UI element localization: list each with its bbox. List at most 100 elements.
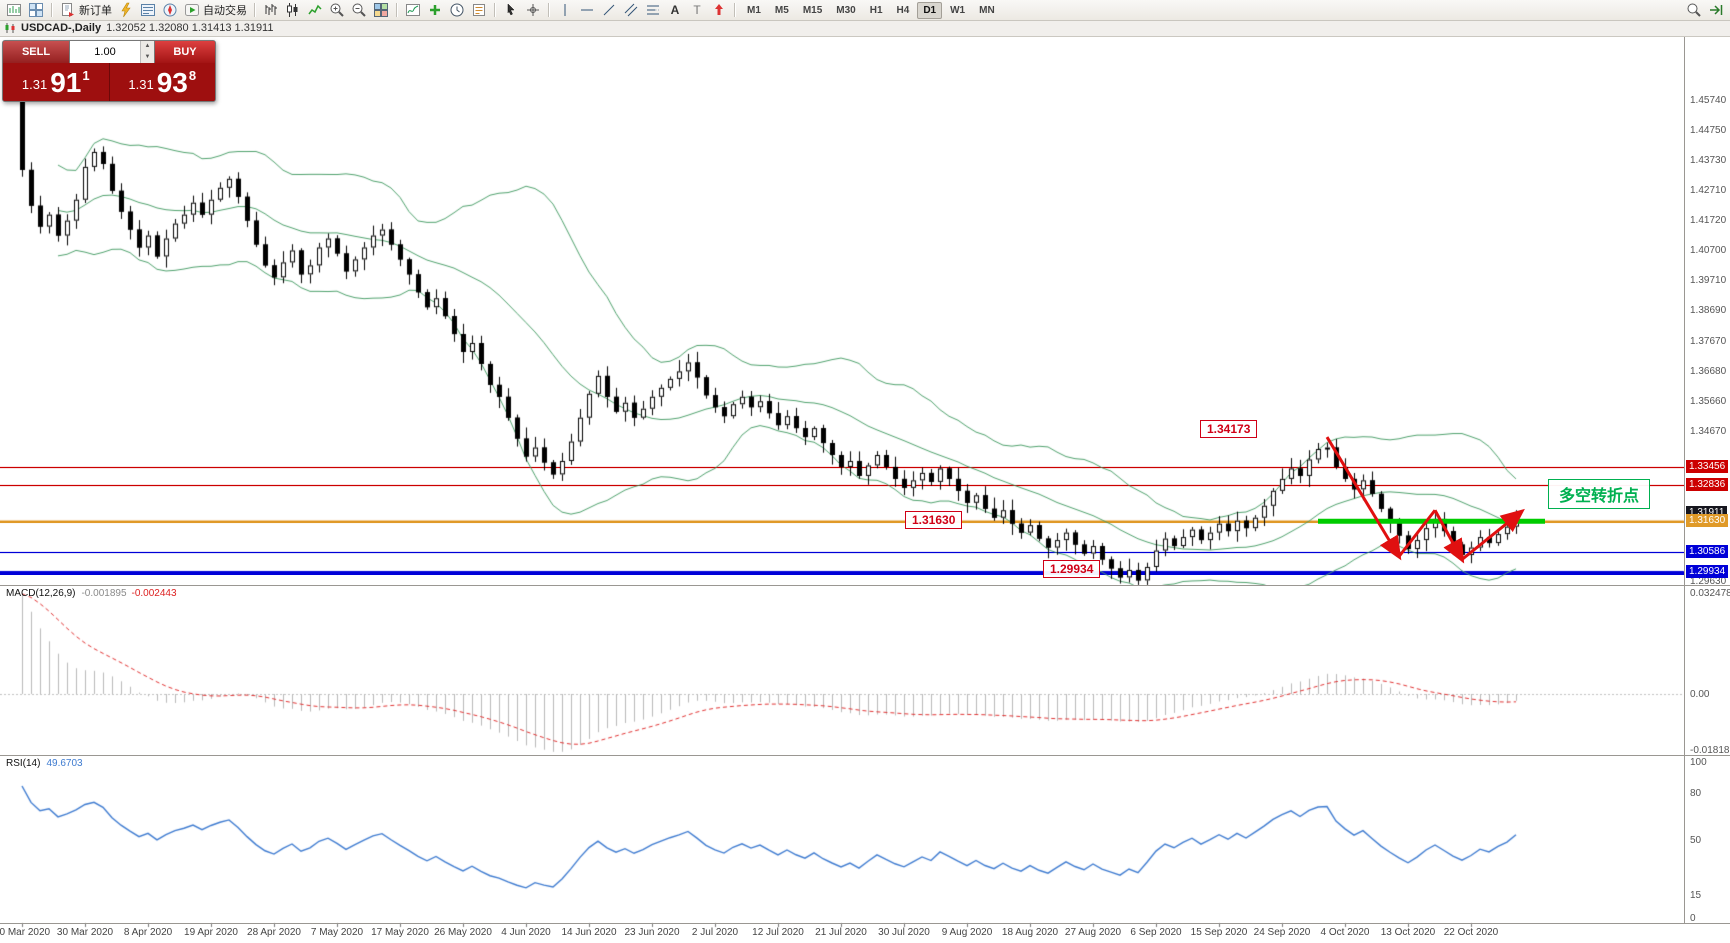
date-axis-label: 30 Jul 2020 [878, 927, 930, 938]
timeframe-mn[interactable]: MN [979, 4, 995, 16]
timeframe-m30[interactable]: M30 [836, 4, 856, 16]
chart-window-title: USDCAD-,Daily [21, 22, 102, 34]
new-chart-icon[interactable] [4, 1, 24, 19]
sell-price-pips: 91 [50, 67, 82, 98]
timeframe-d1[interactable]: D1 [917, 1, 943, 19]
chart-window-icon [5, 23, 15, 33]
lot-decrease-button[interactable]: ▼ [141, 52, 154, 63]
periods-icon[interactable] [447, 1, 467, 19]
trendline-icon[interactable] [599, 1, 619, 19]
toolbar-right-group [1683, 1, 1727, 19]
date-axis-label: 20 Mar 2020 [0, 927, 51, 938]
price-axis-label: 1.45740 [1690, 95, 1727, 106]
navigator-icon[interactable] [160, 1, 180, 19]
sell-price-main: 1.31 [21, 77, 48, 92]
price-axis-label: 1.34670 [1690, 425, 1727, 437]
toolbar-separator [396, 3, 398, 17]
zoom-in-icon[interactable] [327, 1, 347, 19]
annotation-turning-point-note[interactable]: 多空转折点 [1548, 479, 1651, 509]
label-icon[interactable]: T [687, 1, 707, 19]
price-axis-label: 1.38690 [1690, 305, 1727, 317]
buy-price-display[interactable]: 1.31 93 8 [110, 63, 216, 101]
date-axis-label: 21 Jul 2020 [815, 927, 867, 938]
candlestick-chart-icon[interactable] [283, 1, 303, 19]
price-axis-label: 1.41720 [1690, 215, 1727, 227]
toolbar-separator [254, 3, 256, 17]
date-axis-label: 22 Oct 2020 [1443, 927, 1499, 938]
chart-shift-icon[interactable] [1706, 1, 1726, 19]
templates-icon[interactable] [469, 1, 489, 19]
date-axis-label: 14 Jun 2020 [561, 927, 617, 938]
buy-price-sup: 8 [188, 68, 197, 83]
strategy-tester-icon[interactable] [116, 1, 136, 19]
sell-button[interactable]: SELL [3, 41, 69, 63]
price-axis-label: 1.42710 [1690, 185, 1727, 197]
price-axis-label: 1.35660 [1690, 395, 1727, 407]
line-chart-icon[interactable] [305, 1, 325, 19]
arrow-tools-icon[interactable] [709, 1, 729, 19]
toolbar-separator [51, 3, 53, 17]
add-indicator-icon[interactable] [425, 1, 445, 19]
one-click-trading-panel: SELL 1.00 ▲ ▼ BUY 1.31 91 1 1.31 93 8 [2, 40, 216, 102]
lot-increase-button[interactable]: ▲ [141, 41, 154, 52]
timeframe-h4[interactable]: H4 [896, 4, 910, 16]
crosshair-icon[interactable] [523, 1, 543, 19]
timeframe-m15[interactable]: M15 [802, 4, 823, 16]
buy-price-main: 1.31 [128, 77, 154, 92]
timeframe-w1[interactable]: W1 [950, 4, 966, 16]
sell-price-sup: 1 [82, 68, 90, 83]
channel-icon[interactable] [621, 1, 641, 19]
rsi-panel-separator[interactable] [0, 755, 1730, 756]
buy-button[interactable]: BUY [155, 41, 215, 63]
macd-indicator-label: MACD(12,26,9) -0.001895 -0.002443 [6, 588, 177, 599]
toolbar-separator [734, 3, 736, 17]
date-axis-label: 15 Sep 2020 [1190, 927, 1248, 938]
annotation-support-price[interactable]: 1.31630 [905, 511, 963, 529]
price-axis-label: 1.43730 [1690, 155, 1727, 166]
horizontal-line-icon[interactable] [577, 1, 597, 19]
date-axis-separator [0, 923, 1730, 924]
indicators-icon[interactable] [403, 1, 423, 19]
search-icon[interactable] [1684, 1, 1704, 19]
lot-size-field[interactable]: 1.00 ▲ ▼ [69, 41, 155, 63]
date-axis-label: 17 May 2020 [371, 927, 429, 938]
date-axis-label: 19 Apr 2020 [184, 927, 238, 938]
autotrading-label: 自动交易 [203, 5, 247, 17]
toolbar-icon-group: 新订单 自动交易 A T [3, 1, 740, 19]
toolbar-separator [548, 3, 550, 17]
rsi-name: RSI(14) [6, 758, 41, 769]
timeframe-m5[interactable]: M5 [774, 4, 789, 16]
lot-size-value[interactable]: 1.00 [94, 46, 116, 58]
annotation-peak-price[interactable]: 1.34173 [1200, 420, 1258, 438]
terminal-icon[interactable] [138, 1, 158, 19]
tile-windows-icon[interactable] [371, 1, 391, 19]
timeframe-h1[interactable]: H1 [869, 4, 883, 16]
vertical-line-icon[interactable] [555, 1, 575, 19]
chart-profiles-icon[interactable] [26, 1, 46, 19]
price-axis-label: 1.44750 [1690, 124, 1727, 136]
fibonacci-icon[interactable] [643, 1, 663, 19]
zoom-out-icon[interactable] [349, 1, 369, 19]
date-axis-label: 8 Apr 2020 [123, 927, 173, 938]
annotation-low-price[interactable]: 1.29934 [1043, 560, 1101, 578]
new-order-icon[interactable]: 新订单 [58, 1, 114, 19]
price-axis-label: 1.39710 [1690, 275, 1727, 287]
macd-axis-label: 0.00 [1690, 689, 1710, 700]
date-axis-label: 26 May 2020 [434, 927, 492, 938]
cursor-icon[interactable] [501, 1, 521, 19]
toolbar: 新订单 自动交易 A T M1 M5 M15 M30 H1 H4 D1 W1 MN [0, 0, 1730, 21]
date-axis-label: 12 Jul 2020 [752, 927, 804, 938]
macd-panel-separator[interactable] [0, 585, 1730, 586]
timeframe-toolbar: M1 M5 M15 M30 H1 H4 D1 W1 MN [740, 1, 1002, 19]
bar-chart-icon[interactable] [261, 1, 281, 19]
timeframe-m1[interactable]: M1 [747, 4, 761, 16]
date-axis-label: 28 Apr 2020 [247, 927, 301, 938]
price-axis-label: 1.40700 [1690, 245, 1727, 257]
date-axis-label: 18 Aug 2020 [1001, 927, 1059, 938]
text-icon[interactable]: A [665, 1, 685, 19]
autotrading-icon[interactable]: 自动交易 [182, 1, 249, 19]
date-axis-label: 27 Aug 2020 [1064, 927, 1122, 938]
sell-price-display[interactable]: 1.31 91 1 [3, 63, 110, 101]
macd-axis-label: 0.032478 [1690, 588, 1730, 600]
